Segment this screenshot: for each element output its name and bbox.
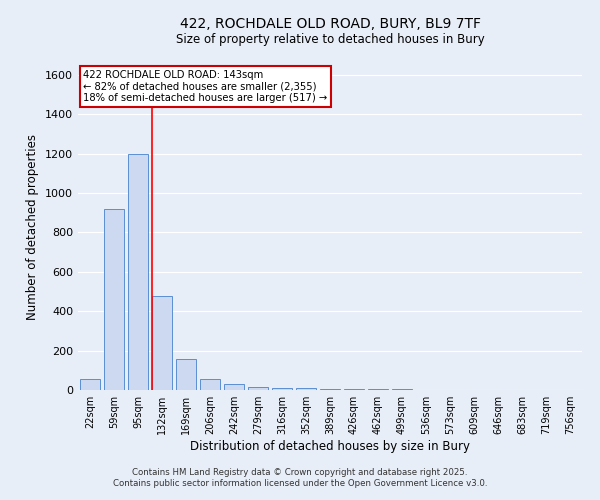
Text: 422, ROCHDALE OLD ROAD, BURY, BL9 7TF: 422, ROCHDALE OLD ROAD, BURY, BL9 7TF (179, 18, 481, 32)
Bar (104, 209, 124, 390)
Bar (80, 379, 100, 390)
Bar (320, 389, 340, 390)
Y-axis label: Number of detached properties: Number of detached properties (26, 134, 40, 320)
X-axis label: Distribution of detached houses by size in Bury: Distribution of detached houses by size … (190, 440, 470, 453)
Bar (344, 389, 364, 390)
Text: Size of property relative to detached houses in Bury: Size of property relative to detached ho… (176, 32, 484, 46)
Bar (200, 379, 220, 390)
Bar (296, 388, 316, 390)
Bar (176, 360, 196, 390)
Bar (248, 387, 268, 390)
Bar (272, 388, 292, 390)
Bar (224, 384, 244, 390)
Text: Contains HM Land Registry data © Crown copyright and database right 2025.
Contai: Contains HM Land Registry data © Crown c… (113, 468, 487, 487)
Bar (152, 296, 172, 390)
Bar (128, 154, 148, 390)
Text: 422 ROCHDALE OLD ROAD: 143sqm
← 82% of detached houses are smaller (2,355)
18% o: 422 ROCHDALE OLD ROAD: 143sqm ← 82% of d… (83, 70, 327, 103)
